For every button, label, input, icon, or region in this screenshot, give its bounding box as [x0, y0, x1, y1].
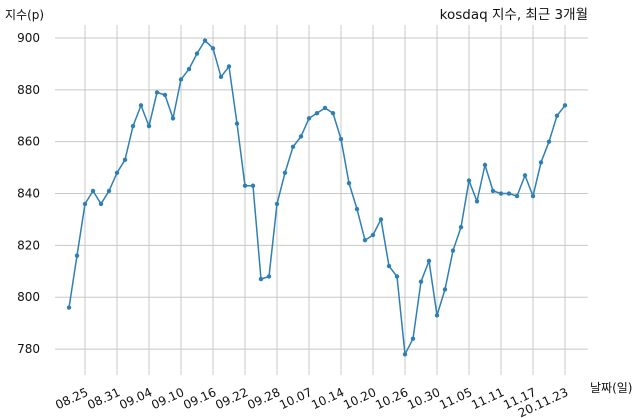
- data-point: [490, 188, 496, 194]
- data-point: [90, 188, 96, 194]
- kosdaq-index-line: [68, 39, 566, 357]
- data-point: [162, 92, 168, 98]
- grid-lines: [55, 25, 588, 375]
- data-point: [538, 160, 544, 165]
- y-axis-label: 지수(p): [5, 8, 44, 22]
- x-tick-label: 10.14: [309, 385, 346, 412]
- data-point: [130, 123, 136, 129]
- x-tick-label: 09.16: [181, 385, 218, 412]
- y-tick-label: 820: [17, 238, 40, 252]
- data-point: [274, 201, 280, 207]
- y-tick-label: 840: [17, 187, 40, 201]
- x-tick-label: 09.04: [117, 385, 154, 412]
- x-axis-label: 날짜(일): [590, 381, 632, 395]
- data-point: [146, 123, 152, 129]
- data-point: [402, 352, 408, 357]
- data-point: [306, 116, 312, 121]
- x-tick-labels: 08.2508.3109.0409.1009.1609.2209.2810.07…: [53, 385, 570, 418]
- data-point: [218, 74, 224, 80]
- data-point: [338, 136, 344, 142]
- data-point: [106, 188, 112, 194]
- data-point: [514, 193, 520, 199]
- data-point: [482, 162, 488, 168]
- data-point: [418, 279, 424, 284]
- data-point: [66, 305, 72, 310]
- x-tick-label: 08.31: [85, 385, 122, 412]
- data-point: [82, 201, 88, 207]
- chart-title: kosdaq 지수, 최근 3개월: [440, 7, 588, 23]
- data-point: [226, 64, 232, 69]
- data-point: [506, 191, 512, 196]
- x-tick-label: 10.26: [373, 385, 410, 412]
- data-point: [210, 46, 216, 51]
- data-point: [314, 110, 320, 116]
- x-tick-label: 10.20: [341, 385, 378, 412]
- data-point: [202, 38, 208, 43]
- data-point: [330, 110, 336, 116]
- x-tick-label: 10.30: [405, 385, 442, 412]
- data-point: [370, 232, 376, 238]
- data-point: [434, 313, 440, 318]
- data-point: [378, 217, 384, 222]
- data-point: [258, 276, 264, 282]
- data-point: [98, 201, 104, 207]
- data-point: [250, 183, 256, 188]
- data-point: [266, 274, 272, 279]
- y-tick-label: 860: [17, 135, 40, 149]
- data-point: [114, 170, 120, 175]
- data-point: [290, 144, 296, 150]
- data-point: [442, 287, 448, 292]
- data-point: [458, 225, 464, 230]
- x-tick-label: 09.10: [149, 385, 186, 412]
- data-point: [522, 173, 528, 178]
- data-point: [346, 180, 352, 186]
- data-point: [554, 113, 560, 118]
- data-point: [154, 90, 160, 95]
- data-point: [178, 77, 184, 82]
- data-point: [362, 237, 368, 243]
- data-point: [426, 258, 432, 264]
- data-point: [354, 206, 360, 212]
- data-point: [186, 66, 192, 72]
- data-point: [282, 170, 288, 175]
- data-point: [450, 248, 456, 253]
- x-tick-label: 09.28: [245, 385, 282, 412]
- data-point: [170, 116, 176, 121]
- y-tick-label: 900: [17, 31, 40, 45]
- data-point: [74, 253, 80, 258]
- x-tick-label: 11.11: [469, 385, 506, 412]
- data-point: [234, 121, 240, 126]
- data-point: [298, 134, 304, 139]
- x-tick-label: 11.05: [437, 385, 474, 412]
- x-tick-label: 10.07: [277, 385, 314, 412]
- data-point: [474, 199, 480, 204]
- data-point: [138, 103, 144, 108]
- data-point: [322, 105, 328, 111]
- y-tick-labels: 780 800 820 840 860 880 900: [17, 31, 40, 356]
- x-tick-label: 08.25: [53, 385, 90, 412]
- y-tick-label: 800: [17, 290, 40, 304]
- data-points: [66, 38, 568, 357]
- x-tick-label: 09.22: [213, 385, 250, 412]
- data-point: [466, 178, 472, 183]
- data-point: [410, 336, 416, 341]
- data-point: [530, 193, 536, 199]
- y-tick-label: 880: [17, 83, 40, 97]
- data-point: [122, 157, 128, 163]
- data-point: [546, 139, 552, 144]
- data-point: [194, 51, 200, 56]
- data-point: [498, 191, 504, 196]
- data-point: [394, 274, 400, 279]
- data-point: [562, 103, 568, 108]
- data-point: [242, 183, 248, 188]
- y-tick-label: 780: [17, 342, 40, 356]
- data-point: [386, 263, 392, 269]
